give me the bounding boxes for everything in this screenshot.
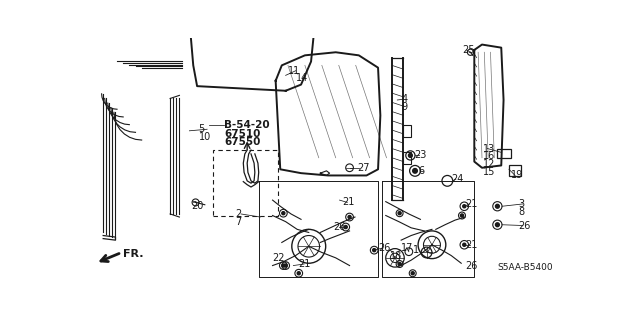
Text: 24: 24 <box>451 174 463 184</box>
Text: 7: 7 <box>236 217 242 227</box>
Circle shape <box>344 226 348 228</box>
Circle shape <box>495 223 499 227</box>
Text: B-54-20: B-54-20 <box>224 120 269 131</box>
Text: 26: 26 <box>518 220 531 230</box>
Text: 21: 21 <box>342 197 354 207</box>
Text: 22: 22 <box>272 253 284 263</box>
Circle shape <box>413 169 417 173</box>
Text: 16: 16 <box>483 151 495 161</box>
Circle shape <box>398 212 401 215</box>
Text: 23: 23 <box>414 150 427 160</box>
Bar <box>403 152 411 164</box>
Text: 11: 11 <box>288 66 300 76</box>
Text: 12: 12 <box>483 159 495 169</box>
Bar <box>212 150 278 215</box>
Text: 13: 13 <box>483 143 495 154</box>
Text: 3: 3 <box>518 199 524 209</box>
Circle shape <box>282 264 285 267</box>
Circle shape <box>284 264 287 267</box>
Text: 20: 20 <box>192 201 204 211</box>
Circle shape <box>408 154 412 157</box>
Text: 17: 17 <box>401 243 413 253</box>
Text: 5: 5 <box>198 124 205 134</box>
Circle shape <box>463 243 466 246</box>
Text: S5AA-B5400: S5AA-B5400 <box>497 263 553 272</box>
Text: 18: 18 <box>390 251 402 261</box>
Text: 26: 26 <box>378 243 390 253</box>
Text: 21: 21 <box>299 259 311 269</box>
Text: 27: 27 <box>357 163 370 173</box>
Circle shape <box>297 272 300 275</box>
Circle shape <box>495 204 499 208</box>
Text: 10: 10 <box>198 132 211 142</box>
Text: 25: 25 <box>462 45 474 55</box>
Text: 19: 19 <box>511 171 523 180</box>
Text: 15: 15 <box>483 167 495 177</box>
Circle shape <box>460 214 463 217</box>
Bar <box>509 165 521 176</box>
Text: FR.: FR. <box>123 249 144 259</box>
Circle shape <box>282 212 285 215</box>
Circle shape <box>398 262 401 266</box>
Text: 21: 21 <box>465 240 477 250</box>
Text: 1: 1 <box>413 245 419 255</box>
Text: 26: 26 <box>465 260 477 270</box>
Bar <box>497 148 511 158</box>
Circle shape <box>348 215 351 219</box>
Circle shape <box>463 205 466 208</box>
Text: 4: 4 <box>401 94 407 104</box>
Text: 9: 9 <box>401 102 407 112</box>
Circle shape <box>372 249 376 252</box>
Text: 67550: 67550 <box>224 137 260 147</box>
Text: 67510: 67510 <box>224 129 260 139</box>
Text: 6: 6 <box>418 166 424 176</box>
Text: 8: 8 <box>518 207 524 217</box>
Text: 14: 14 <box>296 73 308 84</box>
Bar <box>403 124 411 137</box>
Text: 26: 26 <box>333 222 346 232</box>
Text: 2: 2 <box>236 209 242 219</box>
Text: 21: 21 <box>465 199 477 209</box>
Circle shape <box>411 272 414 275</box>
